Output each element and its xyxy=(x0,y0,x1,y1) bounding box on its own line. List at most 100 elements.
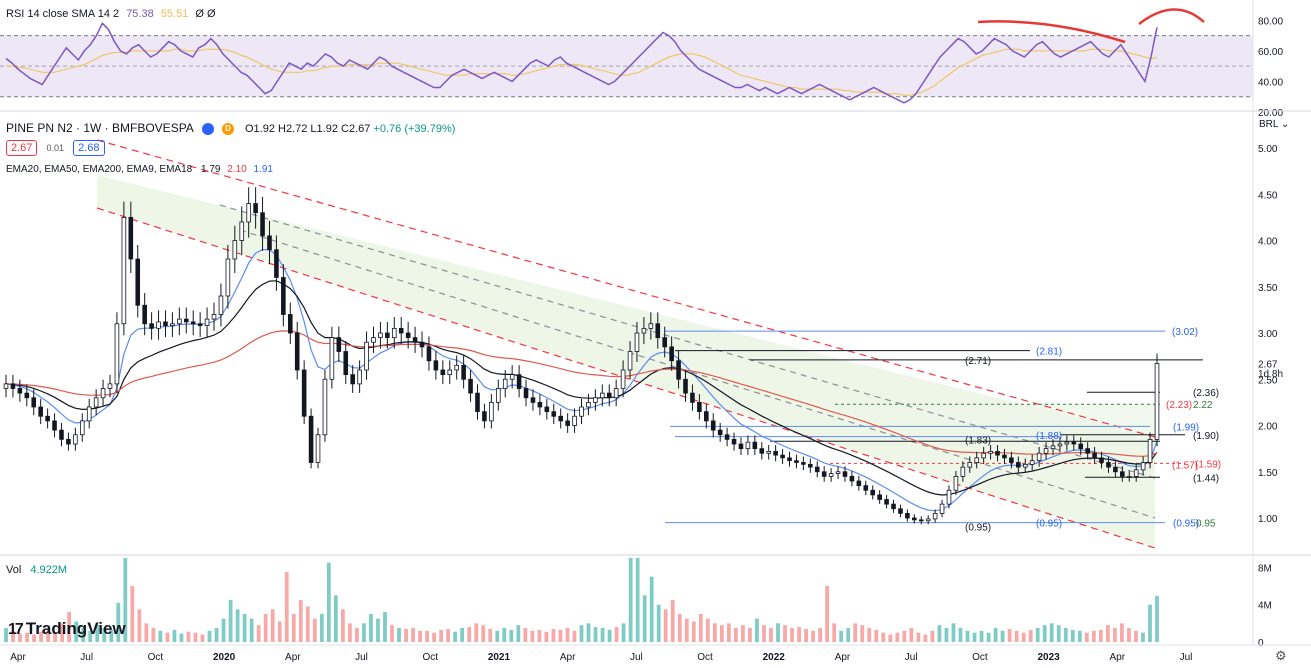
candle-up xyxy=(925,518,931,522)
volume-bar xyxy=(755,618,759,642)
volume-bar xyxy=(649,576,654,642)
candle-down xyxy=(163,321,168,326)
volume-bar xyxy=(418,630,422,642)
price-axis: 1.00 1.50 2.00 2.50 3.00 3.50 4.00 4.50 5.00 xyxy=(1258,144,1278,525)
candle-up xyxy=(627,351,633,371)
time-tick-label: Apr xyxy=(1110,652,1126,663)
candle-up xyxy=(114,323,120,385)
ask-price[interactable]: 2.68 xyxy=(73,140,105,156)
candle-down xyxy=(537,401,543,408)
symbol-legend[interactable]: PINE PN N2 · 1W · BMFBOVESPA D O1.92 H2.… xyxy=(6,121,455,136)
volume-bar xyxy=(790,628,794,642)
currency-label: BRL xyxy=(1259,119,1279,130)
rsi-tick-label: 20.00 xyxy=(1258,108,1283,119)
volume-bar xyxy=(1120,623,1124,642)
candle-up xyxy=(170,323,175,327)
candle-down xyxy=(1078,443,1084,450)
time-tick-label: 2020 xyxy=(213,652,236,663)
candle-down xyxy=(267,235,272,251)
candle-down xyxy=(1016,462,1021,468)
candle-up xyxy=(766,450,772,454)
candle-down xyxy=(183,318,189,323)
settings-gear-icon[interactable]: ⚙ xyxy=(1275,648,1287,663)
volume-bar xyxy=(600,628,605,642)
level-label: 2.22 xyxy=(1193,400,1213,411)
candle-down xyxy=(912,517,917,521)
time-tick-label: Apr xyxy=(10,652,26,663)
candle-down xyxy=(1106,462,1111,468)
price-tick-label: 1.50 xyxy=(1258,468,1278,479)
volume-bar xyxy=(144,623,149,642)
symbol-title[interactable]: PINE PN N2 · 1W · BMFBOVESPA xyxy=(6,121,194,135)
volume-bar xyxy=(1056,625,1061,642)
volume-bar xyxy=(1155,596,1159,642)
volume-bar xyxy=(228,600,233,642)
volume-bar xyxy=(151,628,156,642)
volume-bar xyxy=(319,614,324,642)
candle-down xyxy=(1085,448,1090,454)
rsi-arc-drawing[interactable] xyxy=(1138,8,1205,25)
volume-bar xyxy=(186,631,191,642)
tradingview-logo[interactable]: 17 TradingView xyxy=(8,619,126,639)
volume-bar xyxy=(593,627,598,642)
candle-up xyxy=(447,369,453,376)
volume-bar xyxy=(944,628,949,642)
candle-up xyxy=(1043,448,1049,454)
level-label: (0.95) xyxy=(1173,519,1199,530)
volume-bar xyxy=(1014,630,1019,642)
candle-down xyxy=(253,203,258,214)
volume-bar xyxy=(986,632,991,642)
rsi-divergence-drawing[interactable] xyxy=(977,20,1126,44)
volume-bar xyxy=(270,609,275,642)
delayed-data-icon[interactable]: D xyxy=(221,123,234,136)
volume-bar xyxy=(1007,628,1012,642)
volume-bar xyxy=(53,632,58,642)
volume-bar xyxy=(881,632,886,642)
candle-up xyxy=(232,240,238,260)
level-label: (0.95) xyxy=(1036,519,1062,530)
candle-down xyxy=(606,392,612,399)
market-status-icon[interactable] xyxy=(201,123,214,136)
candle-up xyxy=(835,471,841,475)
level-label: (0.95) xyxy=(965,522,991,533)
volume-bar xyxy=(895,632,900,642)
level-label: (1.83) xyxy=(965,435,991,446)
candle-down xyxy=(38,406,43,417)
candle-up xyxy=(828,473,834,477)
candle-down xyxy=(905,512,910,519)
horizontal-levels xyxy=(665,330,1203,524)
time-tick-label: Apr xyxy=(835,652,851,663)
volume-bars xyxy=(4,558,1159,642)
volume-bar xyxy=(340,609,345,642)
volume-bar xyxy=(495,630,500,642)
candle-down xyxy=(440,369,446,376)
candle-up xyxy=(1050,445,1056,450)
volume-bar xyxy=(326,562,331,642)
currency-selector[interactable]: BRL ⌄ xyxy=(1259,119,1289,130)
volume-bar xyxy=(523,628,528,642)
bid-price[interactable]: 2.67 xyxy=(6,140,38,156)
volume-bar xyxy=(221,618,226,642)
volume-bar xyxy=(951,623,956,642)
volume-bar xyxy=(656,604,661,642)
candle-down xyxy=(558,415,563,422)
candle-up xyxy=(378,332,383,339)
volume-legend[interactable]: Vol 4.922M xyxy=(6,564,67,576)
candle-down xyxy=(856,480,862,487)
volume-bar xyxy=(993,628,998,642)
volume-bar xyxy=(390,625,394,642)
volume-bar xyxy=(298,600,303,642)
level-label: (2.71) xyxy=(965,356,991,367)
candle-down xyxy=(1099,457,1104,463)
level-label: (2.36) xyxy=(1193,388,1219,399)
volume-bar xyxy=(853,623,858,642)
ema-legend[interactable]: EMA20, EMA50, EMA200, EMA9, EMA18 1.79 2… xyxy=(6,164,273,175)
bar-countdown: 1d 8h xyxy=(1258,369,1284,380)
rsi-legend[interactable]: RSI 14 close SMA 14 2 75.38 55.51 Ø Ø xyxy=(6,8,216,20)
ema-value-2: 2.10 xyxy=(227,164,247,175)
volume-bar xyxy=(1098,629,1103,642)
volume-bar xyxy=(235,609,240,642)
tradingview-logo-text: TradingView xyxy=(25,619,126,638)
candle-down xyxy=(551,411,557,417)
